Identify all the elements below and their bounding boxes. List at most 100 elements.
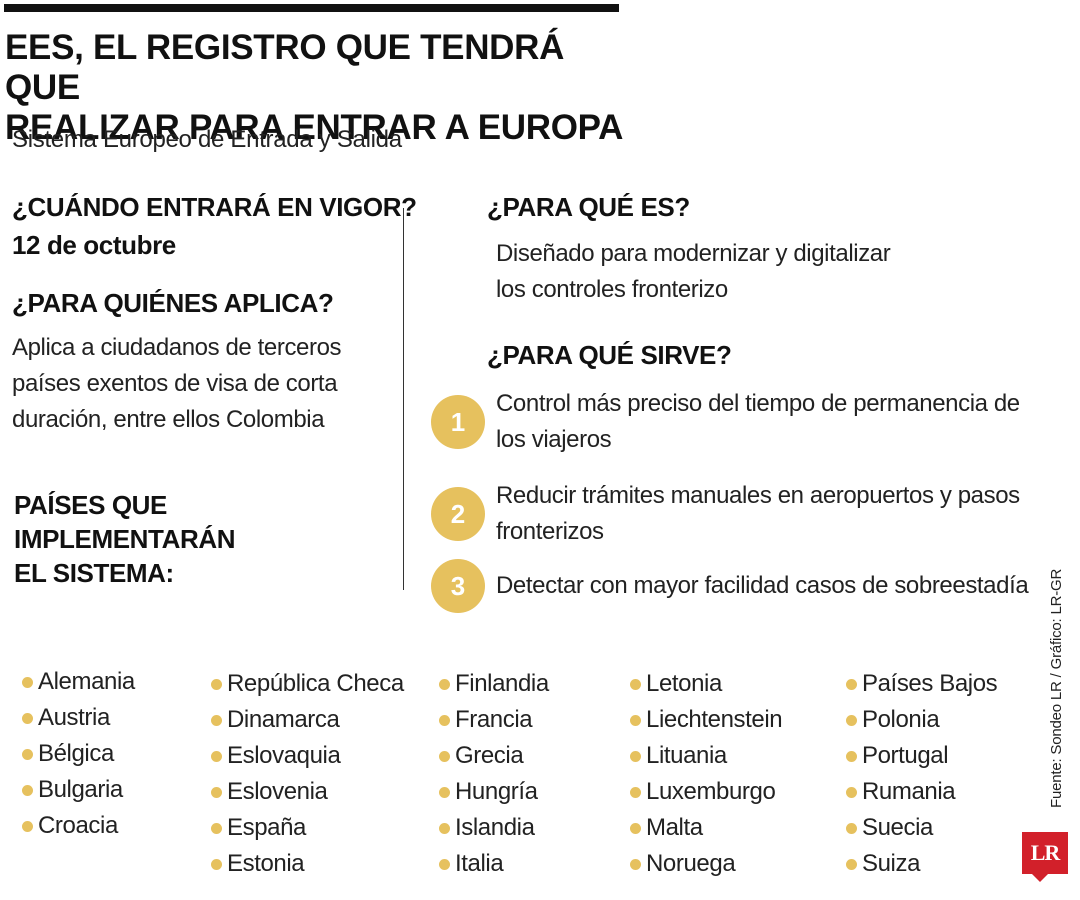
- country-name: Croacia: [38, 812, 118, 839]
- subtitle: Sistema Europeo de Entrada y Salida: [12, 126, 402, 153]
- bullet-icon: [439, 858, 450, 870]
- country-name: Estonia: [227, 850, 305, 877]
- country-name: Finlandia: [455, 670, 549, 697]
- list-item: Grecia: [439, 738, 549, 774]
- list-item: Suecia: [846, 810, 997, 846]
- benefit-3-line-1: Detectar con mayor facilidad casos de so…: [496, 572, 1029, 599]
- benefit-1-line-1: Control más preciso del tiempo de perman…: [496, 390, 1020, 417]
- country-name: Portugal: [862, 742, 949, 769]
- benefit-1-line-2: los viajeros: [496, 426, 612, 453]
- number-badge-1: 1: [431, 395, 485, 449]
- top-rule: [4, 4, 619, 12]
- bullet-icon: [439, 822, 450, 834]
- benefit-item-2: 2 Reducir trámites manuales en aeropuert…: [431, 478, 1031, 550]
- country-name: Eslovenia: [227, 778, 328, 805]
- who-line-2: países exentos de visa de corta: [12, 370, 338, 397]
- country-name: Italia: [455, 850, 504, 877]
- country-name: Eslovaquia: [227, 742, 341, 769]
- list-item: Finlandia: [439, 666, 549, 702]
- list-item: Rumania: [846, 774, 997, 810]
- list-item: República Checa: [211, 666, 404, 702]
- list-item: Alemania: [22, 664, 135, 700]
- bullet-icon: [846, 822, 857, 834]
- bullet-icon: [846, 858, 857, 870]
- list-item: Eslovaquia: [211, 738, 404, 774]
- lr-logo-tail: [1032, 874, 1048, 882]
- source-credit: Fuente: Sondeo LR / Gráfico: LR-GR: [1048, 568, 1065, 808]
- list-item: Polonia: [846, 702, 997, 738]
- list-item: Austria: [22, 700, 135, 736]
- who-line-1: Aplica a ciudadanos de terceros: [12, 334, 342, 361]
- bullet-icon: [630, 714, 641, 726]
- country-name: Grecia: [455, 742, 524, 769]
- country-name: Países Bajos: [862, 670, 998, 697]
- list-item: Eslovenia: [211, 774, 404, 810]
- bullet-icon: [439, 678, 450, 690]
- country-name: Austria: [38, 704, 110, 731]
- list-item: Italia: [439, 846, 549, 882]
- country-name: República Checa: [227, 670, 404, 697]
- bullet-icon: [22, 748, 33, 760]
- country-column-1: Alemania Austria Bélgica Bulgaria Croaci…: [22, 664, 135, 844]
- bullet-icon: [22, 784, 33, 796]
- list-item: Suiza: [846, 846, 997, 882]
- benefit-item-1: 1 Control más preciso del tiempo de perm…: [431, 386, 1031, 458]
- who-description: Aplica a ciudadanos de terceros países e…: [12, 330, 342, 438]
- number-badge-3: 3: [431, 559, 485, 613]
- list-item: España: [211, 810, 404, 846]
- bullet-icon: [846, 678, 857, 690]
- country-column-2: República Checa Dinamarca Eslovaquia Esl…: [211, 666, 404, 882]
- benefit-2-line-2: fronterizos: [496, 518, 604, 545]
- country-column-3: Finlandia Francia Grecia Hungría Islandi…: [439, 666, 549, 882]
- who-heading: ¿PARA QUIÉNES APLICA?: [12, 288, 334, 318]
- country-name: Malta: [646, 814, 703, 841]
- bullet-icon: [439, 714, 450, 726]
- benefit-text-2: Reducir trámites manuales en aeropuertos…: [496, 478, 1020, 550]
- number-badge-2: 2: [431, 487, 485, 541]
- bullet-icon: [439, 786, 450, 798]
- bullet-icon: [846, 786, 857, 798]
- benefit-text-3: Detectar con mayor facilidad casos de so…: [496, 568, 1029, 604]
- list-item: Bélgica: [22, 736, 135, 772]
- country-name: Bélgica: [38, 740, 114, 767]
- list-item: Países Bajos: [846, 666, 998, 702]
- bullet-icon: [22, 820, 33, 832]
- countries-heading: PAÍSES QUE IMPLEMENTARÁN EL SISTEMA:: [14, 488, 235, 590]
- list-item: Lituania: [630, 738, 782, 774]
- bullet-icon: [846, 714, 857, 726]
- list-item: Portugal: [846, 738, 997, 774]
- what-for-description: Diseñado para modernizar y digitalizar l…: [496, 236, 891, 308]
- when-date: 12 de octubre: [12, 230, 176, 260]
- country-name: Alemania: [38, 668, 135, 695]
- bullet-icon: [211, 822, 222, 834]
- list-item: Francia: [439, 702, 549, 738]
- list-item: Islandia: [439, 810, 549, 846]
- list-item: Malta: [630, 810, 782, 846]
- list-item: Liechtenstein: [630, 702, 783, 738]
- list-item: Noruega: [630, 846, 782, 882]
- bullet-icon: [22, 712, 33, 724]
- what-for-heading: ¿PARA QUÉ ES?: [487, 192, 690, 222]
- bullet-icon: [211, 786, 222, 798]
- country-name: Rumania: [862, 778, 956, 805]
- country-name: Francia: [455, 706, 533, 733]
- countries-heading-line-3: EL SISTEMA:: [14, 558, 174, 588]
- bullet-icon: [211, 678, 222, 690]
- countries-heading-line-2: IMPLEMENTARÁN: [14, 524, 236, 554]
- bullet-icon: [846, 750, 857, 762]
- list-item: Hungría: [439, 774, 549, 810]
- list-item: Croacia: [22, 808, 135, 844]
- bullet-icon: [22, 676, 33, 688]
- page-title: EES, EL REGISTRO QUE TENDRÁ QUE REALIZAR…: [5, 28, 645, 148]
- country-name: Islandia: [455, 814, 535, 841]
- what-for-line-2: los controles fronterizo: [496, 276, 728, 303]
- country-name: Suecia: [862, 814, 933, 841]
- list-item: Dinamarca: [211, 702, 404, 738]
- lr-logo: LR: [1022, 832, 1068, 882]
- country-name: Polonia: [862, 706, 940, 733]
- list-item: Estonia: [211, 846, 404, 882]
- lr-logo-text: LR: [1022, 832, 1068, 874]
- country-name: Noruega: [646, 850, 736, 877]
- list-item: Luxemburgo: [630, 774, 782, 810]
- title-line-1: EES, EL REGISTRO QUE TENDRÁ QUE: [5, 28, 565, 107]
